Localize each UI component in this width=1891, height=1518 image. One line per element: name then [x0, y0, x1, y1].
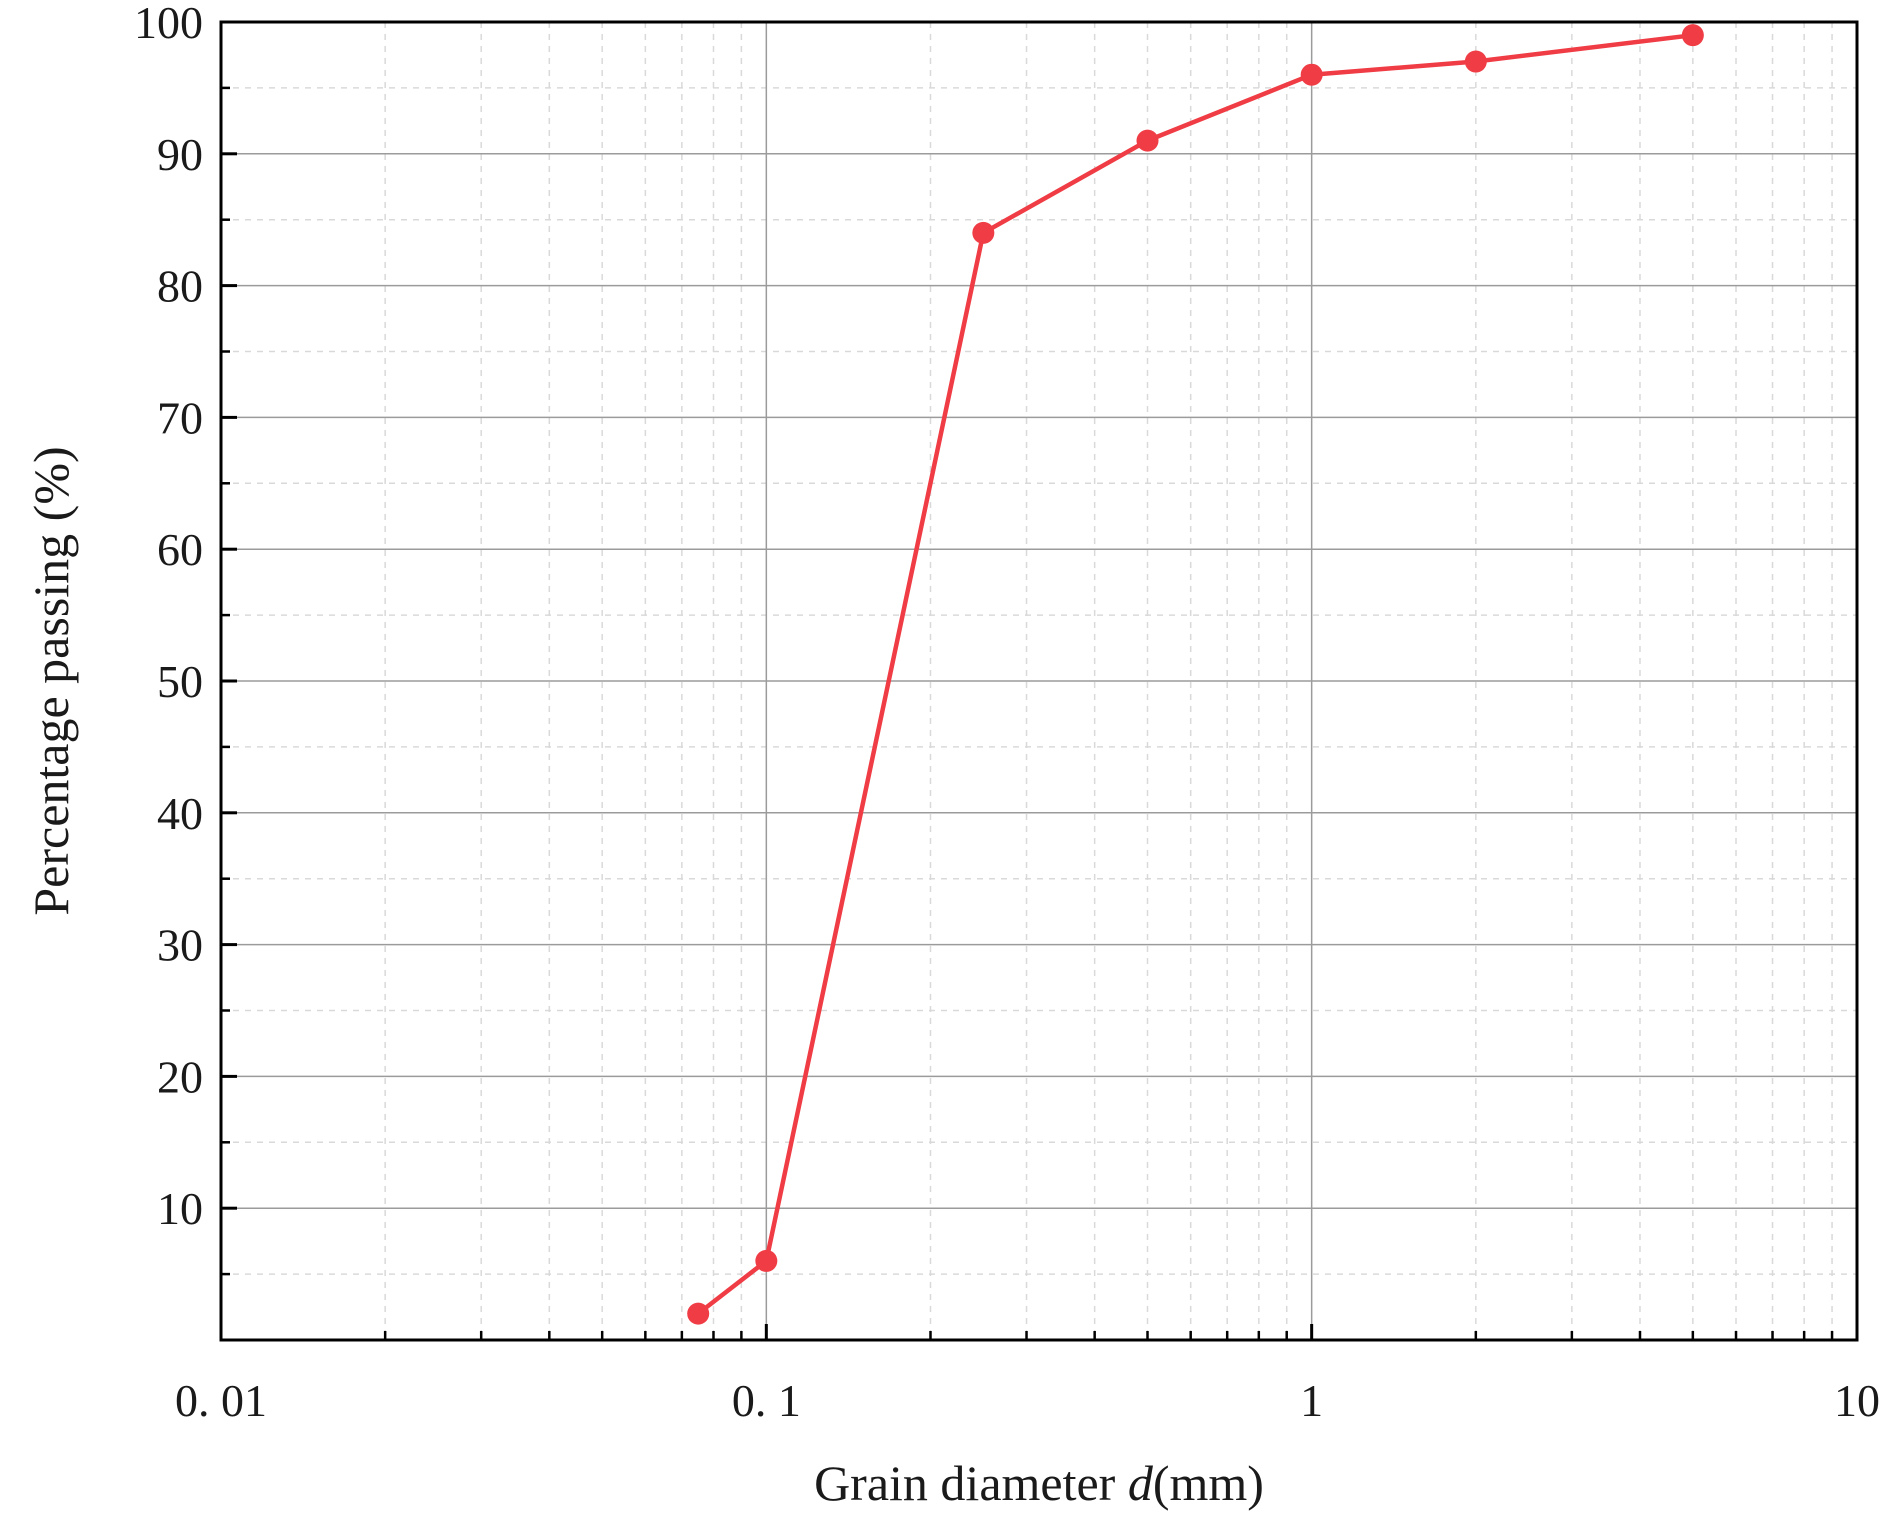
y-tick-label: 80 [157, 261, 203, 312]
series-layer [687, 24, 1704, 1325]
data-point [755, 1249, 778, 1272]
y-tick-label: 90 [157, 129, 203, 180]
y-tick-label: 20 [157, 1051, 203, 1102]
x-axis-title-variable: d [1128, 1455, 1154, 1511]
y-tick-label: 10 [157, 1183, 203, 1234]
major-grid [221, 22, 1857, 1340]
x-tick-label: 0. 1 [732, 1375, 801, 1426]
series-line [696, 32, 1694, 1316]
x-tick-label: 1 [1300, 1375, 1323, 1426]
y-tick-label: 40 [157, 788, 203, 839]
minor-grid [221, 22, 1857, 1340]
data-point [1300, 63, 1323, 86]
x-axis-title-prefix: Grain diameter [814, 1455, 1128, 1511]
x-axis-title-unit: (mm) [1153, 1455, 1264, 1511]
x-axis-title: Grain diameter d(mm) [814, 1455, 1264, 1511]
axis-ticks [219, 20, 1859, 1340]
data-point [1464, 50, 1487, 73]
y-tick-label: 60 [157, 524, 203, 575]
data-point [972, 221, 995, 244]
x-tick-label: 0. 01 [175, 1375, 267, 1426]
data-point [1136, 129, 1159, 152]
y-tick-label: 30 [157, 920, 203, 971]
y-tick-label: 100 [134, 0, 203, 48]
data-point [1681, 24, 1704, 47]
x-tick-label: 10 [1834, 1375, 1880, 1426]
y-tick-label: 50 [157, 656, 203, 707]
data-point [687, 1302, 710, 1325]
y-tick-label: 70 [157, 392, 203, 443]
y-axis-title: Percentage passing (%) [23, 446, 79, 915]
tick-labels: 0. 01 0. 1 1 10 10 20 30 40 50 60 70 80 90 100 [134, 0, 1880, 1426]
